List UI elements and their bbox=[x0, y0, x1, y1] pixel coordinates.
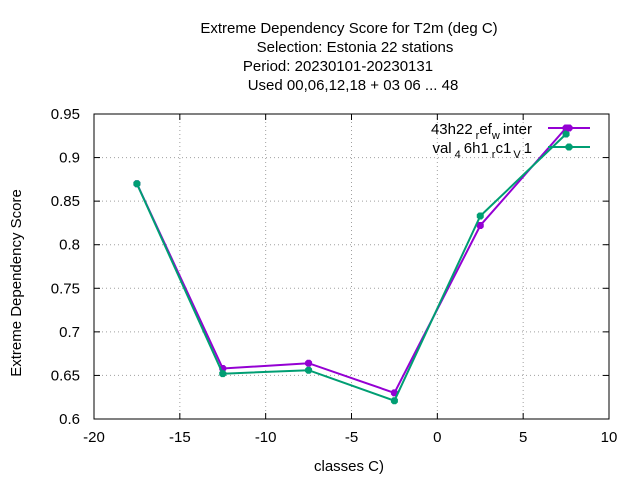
y-tick-label: 0.65 bbox=[51, 367, 80, 384]
y-tick-label: 0.7 bbox=[59, 324, 80, 341]
legend-marker-series-2 bbox=[565, 143, 573, 151]
y-tick-label: 0.8 bbox=[59, 237, 80, 254]
legend-marker-series-1 bbox=[565, 124, 573, 132]
data-point-series-2 bbox=[562, 130, 570, 138]
x-tick-label: -15 bbox=[169, 429, 191, 446]
x-tick-label: -5 bbox=[345, 429, 358, 446]
data-point-series-2 bbox=[305, 366, 313, 374]
x-tick-label: 0 bbox=[433, 429, 441, 446]
data-point-series-2 bbox=[219, 370, 227, 378]
series-line-1 bbox=[135, 127, 567, 395]
x-axis-ticks: -20 -15 -10 -5 0 5 10 bbox=[83, 114, 617, 446]
y-tick-label: 0.95 bbox=[51, 106, 80, 123]
legend: 43h22 refw inter val 4 6h1 rc1 V 1 bbox=[431, 121, 590, 161]
data-point-series-1 bbox=[476, 222, 484, 230]
x-tick-label: -20 bbox=[83, 429, 105, 446]
data-point-series-2 bbox=[476, 212, 484, 220]
legend-label-series-2: val 4 6h1 rc1 V 1 bbox=[432, 140, 532, 161]
chart-title: Extreme Dependency Score for T2m (deg C)… bbox=[200, 20, 497, 94]
data-point-series-2 bbox=[133, 180, 141, 188]
title-line-1: Extreme Dependency Score for T2m (deg C) bbox=[200, 20, 497, 37]
title-line-2: Selection: Estonia 22 stations bbox=[257, 39, 454, 56]
x-axis-label: classes C) bbox=[314, 458, 384, 475]
y-tick-label: 0.6 bbox=[59, 411, 80, 428]
series-line-2 bbox=[135, 133, 567, 402]
legend-label-series-1: 43h22 refw inter bbox=[431, 121, 532, 142]
data-point-series-2 bbox=[390, 397, 398, 405]
y-axis-ticks: 0.6 0.65 0.7 0.75 0.8 0.85 0.9 0.95 bbox=[51, 106, 609, 428]
data-point-series-1 bbox=[305, 359, 313, 367]
grid bbox=[94, 114, 609, 419]
y-tick-label: 0.75 bbox=[51, 280, 80, 297]
x-tick-label: -10 bbox=[255, 429, 277, 446]
y-tick-label: 0.9 bbox=[59, 150, 80, 167]
x-tick-label: 10 bbox=[601, 429, 618, 446]
title-line-4: Used 00,06,12,18 + 03 06 ... 48 bbox=[248, 77, 459, 94]
plot-frame bbox=[93, 113, 610, 420]
series-lines bbox=[133, 124, 570, 405]
title-line-3: Period: 20230101-20230131 bbox=[243, 58, 433, 75]
y-axis-label: Extreme Dependency Score bbox=[8, 189, 25, 377]
y-tick-label: 0.85 bbox=[51, 193, 80, 210]
x-tick-label: 5 bbox=[519, 429, 527, 446]
